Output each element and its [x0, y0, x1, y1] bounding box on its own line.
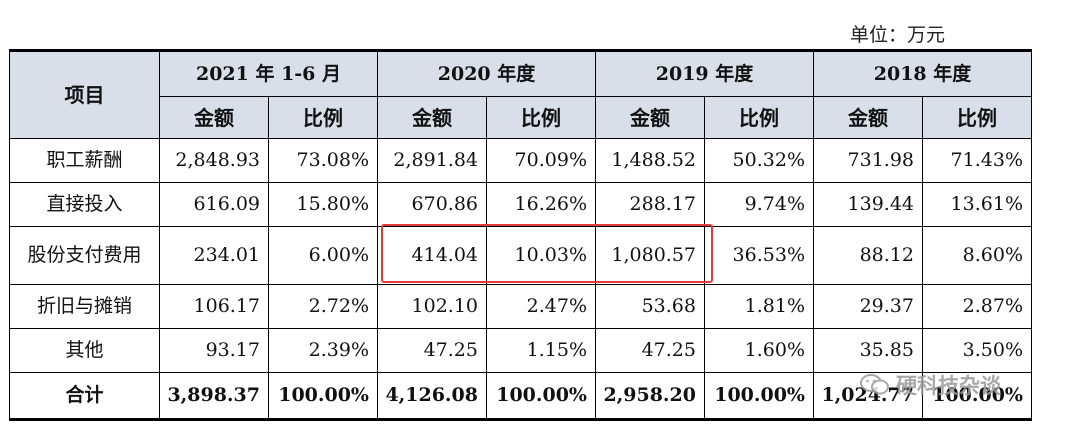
cell: 731.98 [813, 138, 923, 183]
cell: 73.08% [268, 138, 378, 183]
table-row: 折旧与摊销 106.17 2.72% 102.10 2.47% 53.68 1.… [9, 284, 1032, 329]
cell: 2.87% [922, 284, 1032, 329]
cell: 3.50% [922, 328, 1032, 373]
total-cell: 4,126.08 [377, 372, 487, 420]
header-amount: 金额 [595, 96, 705, 139]
header-amount: 金额 [159, 96, 269, 139]
header-period-2019: 2019 年度 [595, 50, 814, 97]
cell: 50.32% [704, 138, 814, 183]
cell: 2,891.84 [377, 138, 487, 183]
cell: 1.60% [704, 328, 814, 373]
cell: 35.85 [813, 328, 923, 373]
cell: 16.26% [486, 182, 596, 227]
cell: 288.17 [595, 182, 705, 227]
cell: 29.37 [813, 284, 923, 329]
header-ratio: 比例 [486, 96, 596, 139]
total-cell: 100.00% [922, 372, 1032, 420]
cell: 15.80% [268, 182, 378, 227]
rd-expense-table: 项目 2021 年 1-6 月 2020 年度 2019 年度 2018 年度 … [9, 49, 1032, 421]
total-cell: 100.00% [486, 372, 596, 420]
cell: 13.61% [922, 182, 1032, 227]
row-label: 其他 [9, 328, 160, 373]
header-ratio: 比例 [704, 96, 814, 139]
cell: 71.43% [922, 138, 1032, 183]
cell: 2.47% [486, 284, 596, 329]
cell: 53.68 [595, 284, 705, 329]
cell: 102.10 [377, 284, 487, 329]
table-row: 直接投入 616.09 15.80% 670.86 16.26% 288.17 … [9, 182, 1032, 227]
cell: 9.74% [704, 182, 814, 227]
cell: 47.25 [377, 328, 487, 373]
header-amount: 金额 [377, 96, 487, 139]
row-label: 职工薪酬 [9, 138, 160, 183]
table-row: 职工薪酬 2,848.93 73.08% 2,891.84 70.09% 1,4… [9, 138, 1032, 183]
header-ratio: 比例 [268, 96, 378, 139]
cell: 2.72% [268, 284, 378, 329]
header-period-2020: 2020 年度 [377, 50, 596, 97]
cell: 10.03% [486, 226, 596, 285]
cell: 88.12 [813, 226, 923, 285]
cell: 670.86 [377, 182, 487, 227]
unit-label: 单位：万元 [850, 24, 946, 46]
cell: 2.39% [268, 328, 378, 373]
total-cell: 3,898.37 [159, 372, 269, 420]
header-period-2018: 2018 年度 [813, 50, 1032, 97]
cell: 36.53% [704, 226, 814, 285]
header-item: 项目 [9, 50, 160, 139]
cell: 139.44 [813, 182, 923, 227]
total-row: 合计 3,898.37 100.00% 4,126.08 100.00% 2,9… [9, 372, 1032, 420]
cell: 47.25 [595, 328, 705, 373]
wechat-icon [860, 374, 889, 395]
header-period-2021h1: 2021 年 1-6 月 [159, 50, 378, 97]
cell: 1.15% [486, 328, 596, 373]
total-cell: 2,958.20 [595, 372, 705, 420]
row-label: 直接投入 [9, 182, 160, 227]
row-label: 折旧与摊销 [9, 284, 160, 329]
cell: 70.09% [486, 138, 596, 183]
row-label: 股份支付费用 [9, 226, 160, 285]
cell: 616.09 [159, 182, 269, 227]
cell: 106.17 [159, 284, 269, 329]
total-cell: 100.00% [268, 372, 378, 420]
cell: 1,488.52 [595, 138, 705, 183]
table-row: 股份支付费用 234.01 6.00% 414.04 10.03% 1,080.… [9, 226, 1032, 285]
cell: 2,848.93 [159, 138, 269, 183]
cell: 93.17 [159, 328, 269, 373]
watermark-text: 硬科技杂谈 [896, 374, 1001, 398]
header-amount: 金额 [813, 96, 923, 139]
total-label: 合计 [9, 372, 160, 420]
cell: 8.60% [922, 226, 1032, 285]
watermark: 硬科技杂谈 [860, 372, 1001, 398]
cell: 1,080.57 [595, 226, 705, 285]
cell: 1.81% [704, 284, 814, 329]
header-ratio: 比例 [922, 96, 1032, 139]
cell: 234.01 [159, 226, 269, 285]
table-row: 其他 93.17 2.39% 47.25 1.15% 47.25 1.60% 3… [9, 328, 1032, 373]
total-cell: 100.00% [704, 372, 814, 420]
cell: 414.04 [377, 226, 487, 285]
cell: 6.00% [268, 226, 378, 285]
